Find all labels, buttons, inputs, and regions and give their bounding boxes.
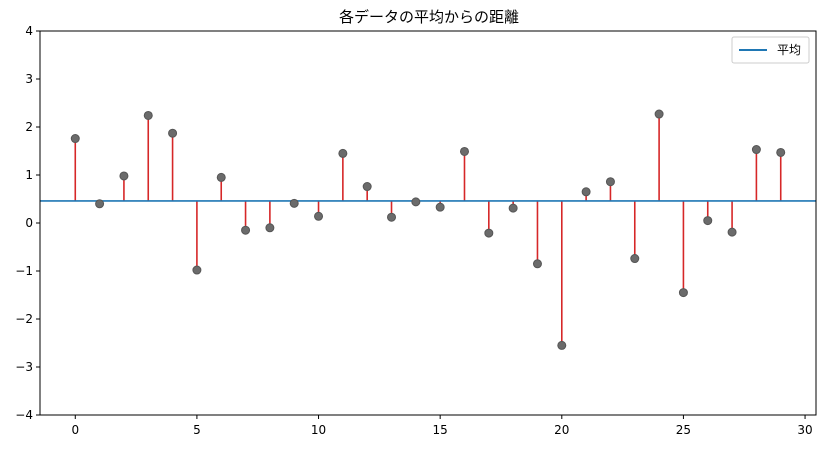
legend-box	[731, 36, 810, 64]
data-point	[727, 227, 737, 237]
x-tick-label: 0	[71, 423, 79, 437]
y-tick-label: 0	[25, 216, 33, 230]
data-point	[143, 110, 153, 120]
data-point	[605, 177, 615, 187]
data-point	[192, 265, 202, 275]
data-point	[484, 228, 494, 238]
data-point	[581, 187, 591, 197]
data-point	[314, 211, 324, 221]
x-tick-label: 15	[433, 423, 448, 437]
data-point	[119, 171, 129, 181]
axis-ticks: 0 5 10 15 20 25 30 −4 −3 −2 −1 0 1 2 3 4	[15, 24, 812, 437]
data-point	[557, 340, 567, 350]
data-point	[532, 259, 542, 269]
data-point	[168, 128, 178, 138]
x-tick-label: 10	[311, 423, 326, 437]
data-point	[776, 147, 786, 157]
data-point	[678, 288, 688, 298]
data-point	[703, 216, 713, 226]
data-point	[362, 182, 372, 192]
plot-area	[40, 109, 816, 350]
x-tick-label: 5	[193, 423, 201, 437]
y-tick-label: 1	[25, 168, 33, 182]
data-point	[338, 148, 348, 158]
y-tick-label: 3	[25, 72, 33, 86]
y-tick-label: −3	[15, 360, 33, 374]
data-point	[508, 203, 518, 213]
legend: 平均	[731, 36, 810, 64]
data-point	[241, 225, 251, 235]
data-point	[654, 109, 664, 119]
legend-label-mean: 平均	[777, 43, 801, 57]
y-tick-label: −2	[15, 312, 33, 326]
y-tick-label: −4	[15, 408, 33, 422]
y-tick-label: −1	[15, 264, 33, 278]
data-point	[630, 254, 640, 264]
data-point	[95, 199, 105, 209]
data-point	[411, 197, 421, 207]
x-tick-label: 20	[554, 423, 569, 437]
x-tick-label: 30	[797, 423, 812, 437]
data-point	[435, 202, 445, 212]
y-tick-label: 4	[25, 24, 33, 38]
chart-title: 各データの平均からの距離	[339, 8, 519, 26]
y-tick-label: 2	[25, 120, 33, 134]
data-point	[289, 198, 299, 208]
data-point	[751, 145, 761, 155]
data-point	[387, 212, 397, 222]
data-point	[70, 134, 80, 144]
data-point	[216, 172, 226, 182]
x-tick-label: 25	[676, 423, 691, 437]
data-point	[265, 223, 275, 233]
plot-frame	[39, 30, 817, 416]
data-point	[459, 146, 469, 156]
